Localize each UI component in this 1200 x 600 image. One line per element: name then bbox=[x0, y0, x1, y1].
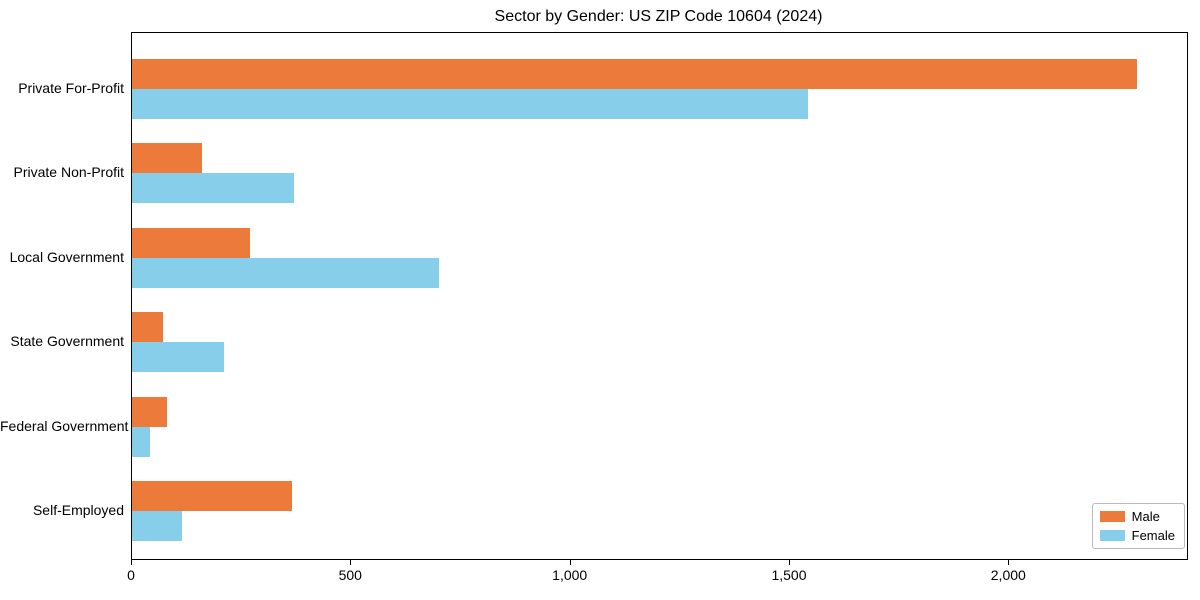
legend: Male Female bbox=[1091, 503, 1185, 549]
legend-swatch-female bbox=[1099, 530, 1125, 541]
legend-item-female: Female bbox=[1099, 528, 1175, 543]
legend-label-female: Female bbox=[1131, 528, 1175, 543]
bar-male-private-for-profit bbox=[132, 59, 1137, 89]
y-tick-label-private-non-profit: Private Non-Profit bbox=[13, 164, 124, 181]
bar-female-state-government bbox=[132, 342, 225, 373]
y-tick-label-local-government: Local Government bbox=[9, 248, 124, 265]
bar-female-private-non-profit bbox=[132, 173, 295, 204]
x-tick-label-1000: 1,000 bbox=[552, 567, 588, 583]
x-tick-label-500: 500 bbox=[338, 567, 362, 583]
legend-label-male: Male bbox=[1131, 509, 1160, 524]
x-tick-mark-1000 bbox=[569, 559, 571, 565]
legend-item-male: Male bbox=[1099, 509, 1175, 524]
x-tick-label-2000: 2,000 bbox=[990, 567, 1026, 583]
chart-title: Sector by Gender: US ZIP Code 10604 (202… bbox=[494, 8, 823, 25]
bar-male-private-non-profit bbox=[132, 143, 203, 174]
legend-swatch-male bbox=[1099, 511, 1125, 522]
plot-area bbox=[131, 32, 1188, 560]
bar-female-self-employed bbox=[132, 511, 183, 541]
bar-male-state-government bbox=[132, 312, 163, 343]
bar-female-federal-government bbox=[132, 426, 150, 457]
bar-male-self-employed bbox=[132, 481, 293, 511]
x-tick-label-1500: 1,500 bbox=[771, 567, 807, 583]
x-tick-mark-500 bbox=[350, 559, 352, 565]
x-tick-mark-0 bbox=[131, 559, 132, 565]
x-tick-mark-2000 bbox=[1008, 559, 1010, 565]
y-tick-label-private-for-profit: Private For-Profit bbox=[18, 80, 124, 96]
y-tick-label-federal-government: Federal Government bbox=[0, 417, 129, 434]
y-tick-label-self-employed: Self-Employed bbox=[32, 502, 124, 518]
x-tick-mark-1500 bbox=[789, 559, 790, 565]
bar-male-local-government bbox=[132, 227, 251, 258]
bar-female-private-for-profit bbox=[132, 89, 808, 119]
y-tick-label-state-government: State Government bbox=[10, 333, 124, 350]
x-tick-label-0: 0 bbox=[127, 567, 135, 583]
bar-female-local-government bbox=[132, 257, 440, 288]
bar-male-federal-government bbox=[132, 396, 168, 427]
